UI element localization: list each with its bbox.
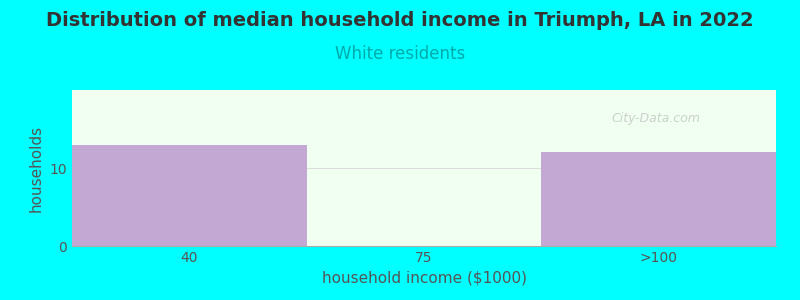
Text: White residents: White residents bbox=[335, 45, 465, 63]
Y-axis label: households: households bbox=[29, 124, 44, 212]
Bar bbox=[72, 145, 306, 246]
Text: City-Data.com: City-Data.com bbox=[612, 112, 701, 124]
X-axis label: household income ($1000): household income ($1000) bbox=[322, 270, 526, 285]
Text: Distribution of median household income in Triumph, LA in 2022: Distribution of median household income … bbox=[46, 11, 754, 31]
Bar bbox=[542, 152, 776, 246]
